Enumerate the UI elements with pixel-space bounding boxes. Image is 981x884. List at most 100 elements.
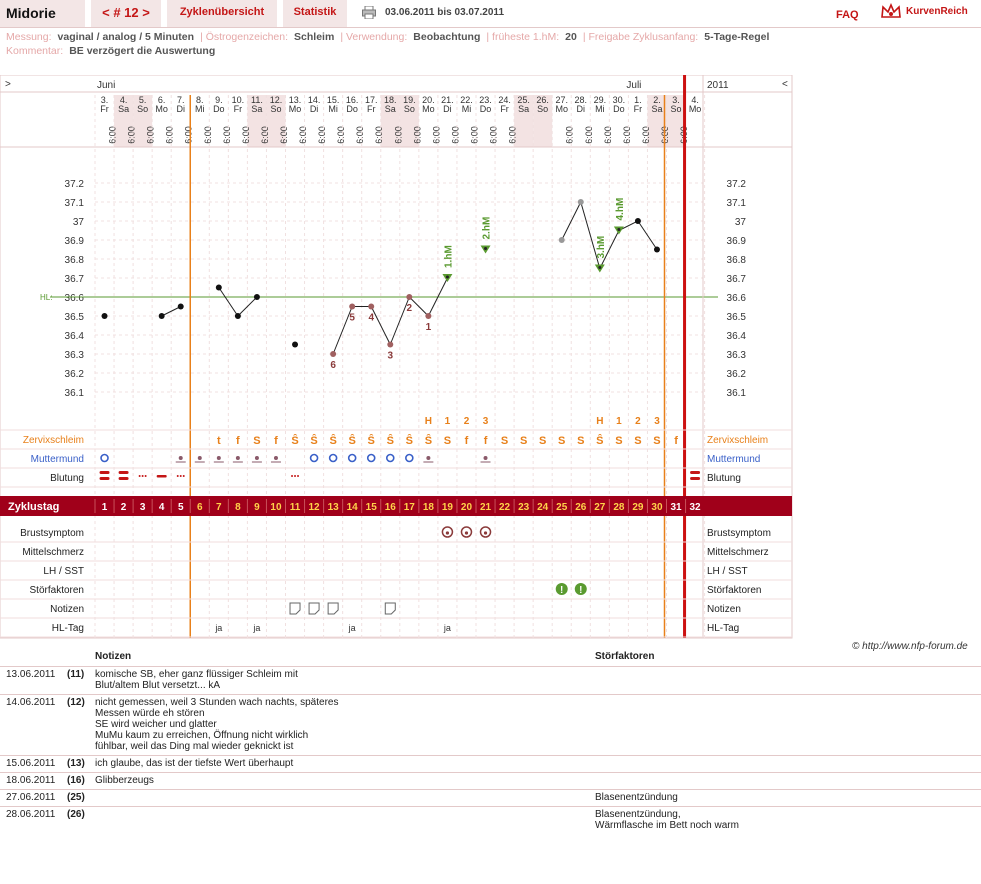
- note-date: 14.06.2011: [6, 697, 56, 708]
- stoer-column-header: Störfaktoren: [595, 651, 655, 662]
- muttermund-open: [366, 453, 376, 463]
- weekday-label: So: [270, 104, 281, 114]
- zyklustag-number: 32: [690, 502, 702, 513]
- y-tick-right: 36.4: [727, 331, 747, 342]
- notes-row: 27.06.2011 (25) Blasenentzündung: [0, 789, 981, 807]
- zyklustag-number: 8: [235, 502, 241, 513]
- y-tick-left: 36.9: [65, 236, 85, 247]
- cycle-chart: > <Juni Juli 20113.Fr6:004.Sa6:005.So6:006.…: [0, 75, 793, 639]
- freigabe-label: Freigabe Zyklusanfang:: [588, 31, 699, 43]
- bleeding-spotting: [291, 475, 294, 477]
- temp-point: [387, 341, 394, 348]
- bleeding-heavy: [690, 477, 701, 480]
- note-text: Glibberzeugs: [95, 775, 154, 786]
- weekend-shade: [666, 95, 686, 147]
- count-label: 4: [368, 313, 374, 324]
- y-tick-right: 36.9: [727, 236, 747, 247]
- zyklustag-number: 11: [290, 502, 301, 513]
- y-tick-right: 36.6: [727, 293, 747, 304]
- bleeding-medium: [156, 475, 167, 478]
- weekday-label: Sa: [518, 104, 529, 114]
- temp-line: [161, 306, 181, 317]
- y-tick-right: 36.2: [727, 369, 747, 380]
- day-number: 7.: [177, 95, 185, 105]
- stoer-text: Blasenentzündung, Wärmflasche im Bett noc…: [595, 809, 739, 831]
- muttermund-label-left: Muttermund: [31, 454, 84, 465]
- zyklustag-number: 25: [556, 502, 568, 513]
- row-label-left: Notizen: [50, 604, 84, 615]
- weekday-label: So: [537, 104, 548, 114]
- time-label: 6:00: [355, 126, 365, 144]
- time-label: 6:00: [431, 126, 441, 144]
- bleeding-spotting: [138, 475, 141, 477]
- count-label: 3: [387, 351, 393, 362]
- zervix-value: S: [634, 435, 641, 447]
- weekday-label: Mo: [155, 104, 168, 114]
- day-number: 2.: [653, 95, 661, 105]
- weekday-label: So: [404, 104, 415, 114]
- time-label: 6:00: [603, 126, 613, 144]
- temp-point: [292, 341, 299, 348]
- info-line-1: Messung: vaginal / analog / 5 Minuten | Ös…: [6, 31, 770, 43]
- temp-point: [598, 266, 602, 269]
- bleeding-heavy: [118, 477, 129, 480]
- day-number: 5.: [139, 95, 147, 105]
- peak-marker: 2: [464, 416, 470, 427]
- temp-point: [253, 294, 260, 300]
- row-label-right: Störfaktoren: [707, 585, 761, 596]
- print-icon[interactable]: [362, 6, 376, 19]
- freigabe-value: 5-Tage-Regel: [704, 31, 770, 43]
- day-number: 9.: [215, 95, 223, 105]
- weekend-shade: [647, 95, 667, 147]
- note-icon: [289, 602, 301, 615]
- zyklustag-number: 17: [404, 502, 416, 513]
- stoer-line: Blasenentzündung,: [595, 809, 681, 820]
- temp-point: [653, 246, 660, 253]
- measure-label: 2.hM: [482, 217, 493, 240]
- zyklustag-number: 9: [254, 502, 260, 513]
- blutung-label-right: Blutung: [707, 473, 741, 484]
- day-number: 17.: [365, 95, 378, 105]
- time-label: 6:00: [469, 126, 479, 144]
- month-label-right: Juli: [626, 80, 641, 91]
- chart-panel: [0, 75, 793, 639]
- zyklustag-number: 22: [499, 502, 511, 513]
- zyklustag-number: 24: [537, 502, 549, 513]
- zyklustag-number: 10: [270, 502, 282, 513]
- zyklustag-number: 13: [328, 502, 340, 513]
- zyklustag-number: 21: [480, 502, 492, 513]
- weekday-label: So: [671, 104, 682, 114]
- frueheste-value: 20: [565, 31, 577, 43]
- tab-zyklenuebersicht[interactable]: Zyklenübersicht: [167, 0, 277, 27]
- weekday-label: Mo: [555, 104, 568, 114]
- zervix-value: S: [539, 435, 546, 447]
- note-line: ich glaube, das ist der tiefste Wert übe…: [95, 758, 294, 769]
- day-number: 23.: [479, 95, 492, 105]
- y-tick-right: 36.7: [727, 274, 747, 285]
- weekday-label: Mo: [422, 104, 435, 114]
- y-tick-right: 37.1: [727, 198, 747, 209]
- month-label-left: Juni: [97, 80, 115, 91]
- oestrogen-label: Östrogenzeichen:: [205, 31, 289, 43]
- temp-point: [330, 351, 337, 357]
- day-number: 3.: [101, 95, 109, 105]
- zervix-value: f: [274, 435, 278, 447]
- peak-marker: 1: [616, 416, 622, 427]
- notes-row: 14.06.2011 (12) nicht gemessen, weil 3 Stu…: [0, 694, 981, 756]
- tab-statistik[interactable]: Statistik: [283, 0, 347, 27]
- kurvenreich-logo[interactable]: KurvenReich: [880, 2, 980, 23]
- oestrogen-value: Schleim: [294, 31, 335, 43]
- note-line: nicht gemessen, weil 3 Stunden wach nach…: [95, 697, 339, 708]
- y-tick-left: 36.2: [65, 369, 85, 380]
- weekend-shade: [114, 95, 134, 147]
- y-tick-right: 36.3: [727, 350, 747, 361]
- day-number: 16.: [346, 95, 359, 105]
- note-line: komische SB, eher ganz flüssiger Schleim…: [95, 669, 298, 680]
- zyklustag-number: 30: [651, 502, 663, 513]
- note-text: ich glaube, das ist der tiefste Wert übe…: [95, 758, 293, 769]
- cycle-nav-tab[interactable]: < # 12 >: [91, 0, 161, 27]
- temp-line: [427, 277, 448, 317]
- faq-link[interactable]: FAQ: [836, 9, 859, 21]
- peak-marker: H: [596, 416, 603, 427]
- zervix-value: Ŝ: [310, 434, 317, 447]
